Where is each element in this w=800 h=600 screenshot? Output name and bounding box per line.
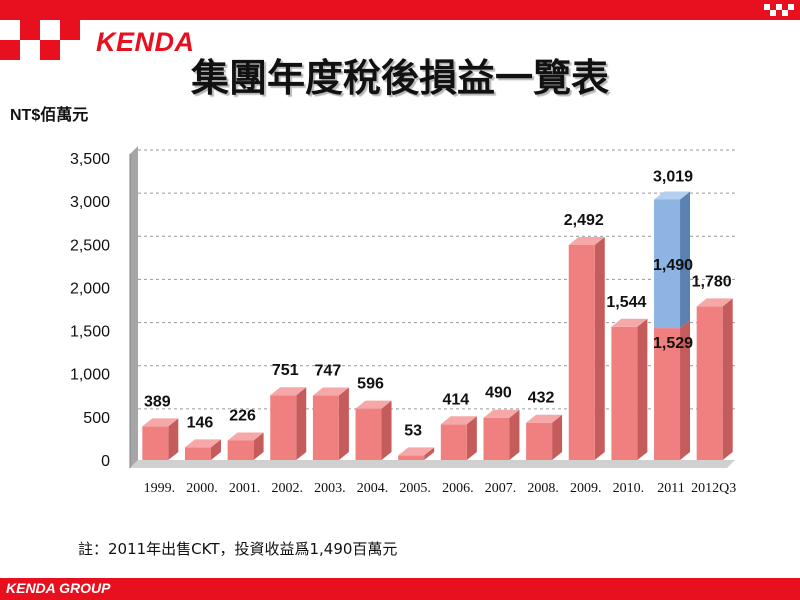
data-label: 1,490 [653, 257, 693, 274]
data-label: 3,019 [653, 169, 693, 186]
data-label: 226 [229, 407, 256, 424]
y-tick-label: 3,000 [70, 194, 110, 211]
data-label: 414 [442, 391, 469, 408]
data-label: 146 [187, 414, 214, 431]
data-label: 751 [272, 362, 299, 379]
x-tick-label: 2007. [485, 481, 517, 496]
brand-logo-text: KENDA [96, 27, 195, 57]
bar-side [680, 320, 691, 460]
bar-top [270, 387, 307, 396]
bar-side [296, 387, 307, 460]
y-tick-label: 2,500 [70, 237, 110, 254]
x-tick-label: 2010. [613, 481, 645, 496]
x-tick-label: 2011 [657, 481, 684, 496]
x-tick-label: 2004. [357, 481, 389, 496]
bar-top [398, 447, 435, 456]
bar-side [552, 414, 563, 460]
x-tick-label: 2002. [272, 481, 304, 496]
footnote: 註：2011年出售CKT，投資收益爲1,490百萬元 [78, 540, 398, 558]
bar [654, 328, 681, 460]
x-tick-label: 2005. [399, 481, 431, 496]
y-tick-label: 1,000 [70, 367, 110, 384]
bar [696, 306, 723, 460]
bar [184, 447, 211, 460]
x-tick-label: 2012Q3 [691, 481, 736, 496]
bar [483, 417, 510, 460]
header-band [0, 0, 800, 20]
bar-side [509, 409, 520, 460]
bar [611, 326, 638, 460]
y-tick-label: 500 [83, 410, 110, 427]
data-label: 1,544 [606, 294, 646, 311]
bar [568, 244, 595, 460]
bar [398, 455, 425, 460]
x-tick-label: 2008. [527, 481, 559, 496]
data-label: 2,492 [564, 212, 604, 229]
bar-stacked-segment-top [654, 191, 691, 200]
bar-top [355, 400, 392, 409]
bar-side [466, 416, 477, 460]
y-tick-label: 3,500 [70, 151, 110, 168]
bar-side [637, 318, 648, 460]
bar-side [210, 439, 221, 460]
y-tick-label: 1,500 [70, 324, 110, 341]
bar-top [696, 298, 733, 307]
bar-top [526, 414, 563, 423]
x-tick-label: 2000. [186, 481, 218, 496]
bar-top [312, 387, 349, 396]
y-tick-label: 0 [101, 453, 110, 470]
x-tick-label: 2003. [314, 481, 346, 496]
x-tick-label: 1999. [144, 481, 176, 496]
data-label: 490 [485, 385, 512, 402]
bar-side [722, 298, 733, 460]
bar-side [253, 432, 264, 460]
unit-label: NT$佰萬元 [10, 107, 89, 124]
bar-side [594, 236, 605, 460]
bar-top [142, 418, 179, 427]
corner-pattern [760, 0, 800, 20]
bar [526, 422, 553, 460]
bar-stacked-segment [654, 199, 681, 329]
footer-text: KENDA GROUP [6, 580, 111, 596]
bar-side [381, 400, 392, 460]
bar [440, 424, 467, 460]
bar [142, 426, 169, 460]
bar-top [568, 236, 605, 245]
bar-stacked-segment-side [680, 191, 691, 329]
y-tick-label: 2,000 [70, 280, 110, 297]
bar-top [227, 432, 264, 441]
brand-logo-pattern [0, 0, 80, 60]
page-title: 集團年度稅後損益一覽表 [190, 55, 609, 100]
data-label: 389 [144, 393, 171, 410]
bar-top [184, 439, 221, 448]
bar-top [440, 416, 477, 425]
footer-band: KENDA GROUP [0, 578, 800, 600]
bar-top [483, 409, 520, 418]
data-label: 596 [357, 376, 384, 393]
bar [270, 395, 297, 460]
data-label: 747 [315, 363, 342, 380]
data-label: 1,529 [653, 335, 693, 352]
bar [312, 395, 339, 460]
chart-side-wall [130, 146, 138, 468]
data-label: 1,780 [692, 273, 732, 290]
bar-side [168, 418, 179, 460]
bar-top [611, 318, 648, 327]
data-label: 53 [404, 422, 422, 439]
chart-floor [130, 460, 735, 468]
bar [355, 408, 382, 460]
bar-side [338, 387, 349, 460]
x-tick-label: 2001. [229, 481, 261, 496]
bar-side [424, 447, 435, 460]
x-tick-label: 2009. [570, 481, 602, 496]
x-tick-label: 2006. [442, 481, 474, 496]
bar [227, 440, 254, 460]
data-label: 432 [528, 390, 555, 407]
